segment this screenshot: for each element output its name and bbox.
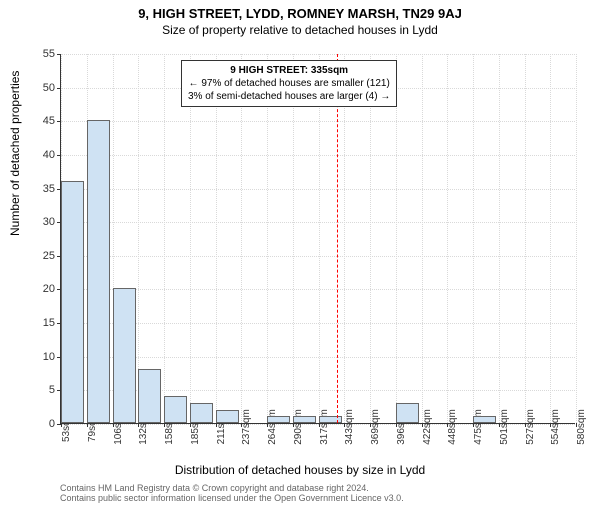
histogram-bar: [138, 369, 161, 423]
x-tick-mark: [473, 423, 474, 427]
x-tick-mark: [422, 423, 423, 427]
x-tick-label: 369sqm: [370, 409, 381, 445]
gridline-v: [422, 54, 423, 423]
gridline-v: [499, 54, 500, 423]
x-tick-label: 448sqm: [447, 409, 458, 445]
y-tick-label: 35: [43, 183, 55, 195]
x-tick-label: 343sqm: [344, 409, 355, 445]
x-tick-label: 554sqm: [550, 409, 561, 445]
x-tick-label: 527sqm: [525, 409, 536, 445]
y-tick-label: 15: [43, 317, 55, 329]
y-tick-label: 45: [43, 115, 55, 127]
marker-line: [337, 54, 338, 423]
x-tick-label: 422sqm: [422, 409, 433, 445]
gridline-v: [164, 54, 165, 423]
x-tick-label: 237sqm: [241, 409, 252, 445]
y-tick-label: 55: [43, 48, 55, 60]
y-tick-label: 5: [49, 384, 55, 396]
x-tick-mark: [550, 423, 551, 427]
chart-area: 051015202530354045505553sqm79sqm106sqm13…: [60, 54, 575, 424]
gridline-v: [319, 54, 320, 423]
gridline-v: [241, 54, 242, 423]
x-tick-mark: [319, 423, 320, 427]
x-tick-label: 290sqm: [293, 409, 304, 445]
x-tick-mark: [138, 423, 139, 427]
chart-subtitle: Size of property relative to detached ho…: [0, 23, 600, 37]
x-tick-label: 317sqm: [319, 409, 330, 445]
histogram-bar: [267, 416, 290, 423]
gridline-v: [447, 54, 448, 423]
x-tick-mark: [447, 423, 448, 427]
histogram-bar: [113, 288, 136, 423]
annotation-box: 9 HIGH STREET: 335sqm← 97% of detached h…: [181, 60, 397, 107]
gridline-v: [190, 54, 191, 423]
histogram-bar: [216, 410, 239, 423]
histogram-bar: [87, 120, 110, 423]
histogram-bar: [396, 403, 419, 423]
x-tick-label: 580sqm: [576, 409, 587, 445]
gridline-v: [550, 54, 551, 423]
x-tick-mark: [87, 423, 88, 427]
x-tick-mark: [164, 423, 165, 427]
y-tick-label: 50: [43, 82, 55, 94]
y-tick-label: 40: [43, 149, 55, 161]
gridline-v: [473, 54, 474, 423]
gridline-v: [525, 54, 526, 423]
x-tick-mark: [113, 423, 114, 427]
histogram-bar: [164, 396, 187, 423]
x-tick-label: 501sqm: [499, 409, 510, 445]
x-tick-mark: [525, 423, 526, 427]
plot: 051015202530354045505553sqm79sqm106sqm13…: [60, 54, 575, 424]
x-tick-label: 264sqm: [267, 409, 278, 445]
x-tick-mark: [61, 423, 62, 427]
histogram-bar: [473, 416, 496, 423]
chart-title: 9, HIGH STREET, LYDD, ROMNEY MARSH, TN29…: [0, 6, 600, 21]
x-tick-mark: [370, 423, 371, 427]
histogram-bar: [319, 416, 342, 423]
x-tick-mark: [241, 423, 242, 427]
histogram-bar: [61, 181, 84, 423]
y-tick-label: 0: [49, 418, 55, 430]
x-tick-mark: [344, 423, 345, 427]
gridline-v: [396, 54, 397, 423]
x-tick-mark: [293, 423, 294, 427]
gridline-v: [216, 54, 217, 423]
x-tick-mark: [216, 423, 217, 427]
y-axis-label: Number of detached properties: [8, 71, 22, 236]
x-tick-mark: [267, 423, 268, 427]
histogram-bar: [190, 403, 213, 423]
x-tick-label: 475sqm: [473, 409, 484, 445]
gridline-v: [293, 54, 294, 423]
annotation-title: 9 HIGH STREET: 335sqm: [188, 64, 390, 77]
gridline-v: [267, 54, 268, 423]
y-tick-label: 25: [43, 250, 55, 262]
y-tick-label: 30: [43, 216, 55, 228]
histogram-bar: [293, 416, 316, 423]
x-tick-mark: [499, 423, 500, 427]
gridline-v: [576, 54, 577, 423]
annotation-line-2: 3% of semi-detached houses are larger (4…: [188, 90, 390, 103]
annotation-line-1: ← 97% of detached houses are smaller (12…: [188, 77, 390, 90]
x-tick-mark: [576, 423, 577, 427]
y-tick-label: 10: [43, 351, 55, 363]
gridline-v: [138, 54, 139, 423]
gridline-v: [344, 54, 345, 423]
gridline-v: [370, 54, 371, 423]
y-tick-label: 20: [43, 283, 55, 295]
footer-line-2: Contains public sector information licen…: [60, 494, 404, 504]
footer: Contains HM Land Registry data © Crown c…: [60, 484, 404, 504]
x-tick-mark: [396, 423, 397, 427]
x-tick-mark: [190, 423, 191, 427]
x-axis-label: Distribution of detached houses by size …: [0, 463, 600, 477]
